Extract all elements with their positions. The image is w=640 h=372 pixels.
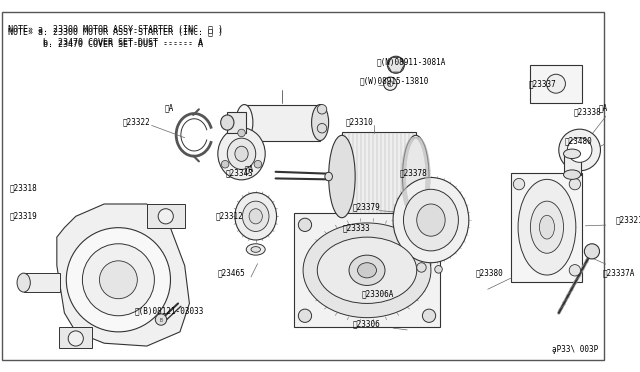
Text: b. 23470 COVER SET-DUST ------ A: b. 23470 COVER SET-DUST ------ A — [8, 40, 203, 49]
Circle shape — [569, 179, 580, 190]
Ellipse shape — [325, 172, 332, 181]
Ellipse shape — [329, 135, 355, 218]
Circle shape — [513, 179, 525, 190]
Text: ※(N)08911-3081A: ※(N)08911-3081A — [377, 57, 446, 67]
Ellipse shape — [403, 189, 458, 251]
Circle shape — [298, 309, 312, 323]
Bar — [511, 173, 582, 282]
Ellipse shape — [358, 263, 376, 278]
Ellipse shape — [249, 209, 262, 224]
Circle shape — [387, 81, 393, 87]
Circle shape — [559, 129, 600, 171]
Circle shape — [569, 264, 580, 276]
Bar — [24, 273, 60, 292]
Ellipse shape — [246, 244, 265, 255]
Text: B: B — [159, 318, 163, 323]
Ellipse shape — [251, 247, 260, 252]
Circle shape — [254, 160, 262, 168]
Polygon shape — [57, 204, 189, 346]
Circle shape — [422, 218, 436, 231]
Circle shape — [298, 218, 312, 231]
Text: ※23321: ※23321 — [616, 216, 640, 225]
Circle shape — [567, 138, 592, 162]
Text: ※A: ※A — [164, 103, 174, 112]
Text: ※A: ※A — [598, 103, 608, 112]
Text: ※A: ※A — [244, 164, 253, 173]
Ellipse shape — [317, 237, 417, 304]
Text: ※23319: ※23319 — [10, 212, 37, 221]
Bar — [564, 154, 580, 174]
Ellipse shape — [303, 223, 431, 318]
Circle shape — [383, 77, 397, 90]
Ellipse shape — [403, 135, 429, 218]
Text: ※23312: ※23312 — [216, 212, 244, 221]
Ellipse shape — [236, 105, 253, 141]
Circle shape — [221, 160, 229, 168]
Circle shape — [584, 244, 600, 259]
Ellipse shape — [218, 128, 265, 180]
Ellipse shape — [417, 204, 445, 236]
Circle shape — [68, 331, 83, 346]
Bar — [244, 105, 320, 141]
Text: NOTE» a. 23300 MOTOR ASSY-STARTER (INC. ※ ): NOTE» a. 23300 MOTOR ASSY-STARTER (INC. … — [8, 24, 223, 33]
Circle shape — [99, 261, 138, 299]
Bar — [147, 204, 185, 228]
Text: ※(W)08915-13810: ※(W)08915-13810 — [360, 76, 429, 85]
Bar — [531, 65, 582, 103]
Ellipse shape — [243, 201, 269, 231]
Ellipse shape — [540, 215, 554, 239]
Bar — [294, 214, 440, 327]
Circle shape — [387, 56, 404, 73]
Ellipse shape — [564, 170, 580, 179]
Ellipse shape — [221, 115, 234, 130]
Text: ※23337: ※23337 — [529, 79, 556, 88]
Ellipse shape — [531, 201, 564, 253]
Circle shape — [83, 244, 154, 316]
Text: NOTE» a. 23300 MOTOR ASSY-STARTER (INC. ※ ): NOTE» a. 23300 MOTOR ASSY-STARTER (INC. … — [8, 27, 223, 36]
Ellipse shape — [227, 138, 256, 169]
Ellipse shape — [235, 146, 248, 161]
Text: ※23310: ※23310 — [346, 117, 374, 126]
Text: ※23318: ※23318 — [10, 183, 37, 192]
Ellipse shape — [518, 179, 576, 275]
Circle shape — [156, 314, 166, 325]
Polygon shape — [387, 57, 404, 72]
Text: ※23306: ※23306 — [353, 320, 380, 329]
Circle shape — [417, 263, 426, 272]
Text: ※23337A: ※23337A — [602, 269, 635, 278]
Circle shape — [435, 266, 442, 273]
Text: ※23378: ※23378 — [400, 168, 428, 177]
Text: W: W — [388, 82, 391, 87]
Text: ※23380: ※23380 — [476, 269, 503, 278]
Ellipse shape — [17, 273, 30, 292]
Text: ※23333: ※23333 — [343, 223, 371, 232]
Text: b. 23470 COVER SET-DUST ------ A: b. 23470 COVER SET-DUST ------ A — [8, 38, 203, 47]
Circle shape — [158, 209, 173, 224]
Text: ※23338: ※23338 — [574, 108, 602, 117]
Circle shape — [317, 124, 327, 133]
Text: ※23306A: ※23306A — [362, 289, 394, 298]
Ellipse shape — [349, 255, 385, 285]
Circle shape — [237, 129, 245, 137]
Text: ※23480: ※23480 — [564, 136, 592, 145]
Circle shape — [317, 105, 327, 114]
Ellipse shape — [312, 105, 329, 141]
Text: ※23465: ※23465 — [218, 269, 246, 278]
Ellipse shape — [235, 193, 276, 240]
Circle shape — [422, 309, 436, 323]
Text: ※23322: ※23322 — [123, 117, 151, 126]
Text: ※23379: ※23379 — [353, 202, 380, 211]
Text: ḁP33\ 003P: ḁP33\ 003P — [552, 344, 598, 353]
Bar — [59, 327, 92, 348]
Bar — [342, 132, 416, 214]
Circle shape — [547, 74, 565, 93]
Circle shape — [67, 228, 170, 332]
Ellipse shape — [564, 149, 580, 158]
Bar — [227, 112, 246, 133]
Ellipse shape — [393, 177, 469, 263]
Text: ※(B)08121-03033: ※(B)08121-03033 — [134, 307, 204, 315]
Text: ※23343: ※23343 — [225, 168, 253, 177]
